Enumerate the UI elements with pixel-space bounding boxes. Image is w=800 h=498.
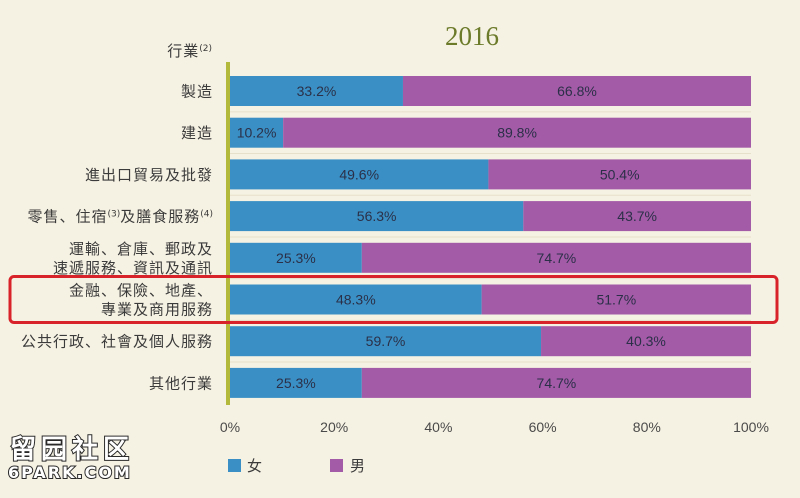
bar-segment-7-0 — [230, 367, 362, 398]
bar-segment-6-0 — [230, 326, 542, 357]
label-text: 及膳食服務 — [120, 208, 200, 226]
chart-title: 2016 — [445, 21, 499, 51]
label-text: 專業及商用服務 — [101, 301, 213, 319]
bar-segment-0-1 — [402, 76, 751, 106]
label-line: 速遞服務、資訊及通訊 — [53, 259, 213, 277]
bar-segment-3-1 — [523, 201, 751, 232]
data-label-1-0: 10.2% — [237, 125, 277, 141]
label-line: 零售、住宿(3)及膳食服務(4) — [27, 208, 213, 226]
footnote-mark: (4) — [200, 210, 213, 220]
footnote-mark: (3) — [107, 210, 120, 220]
legend-swatch-male — [330, 459, 343, 472]
watermark-url: 6PARK.COM — [8, 463, 132, 482]
category-label-3: 零售、住宿(3)及膳食服務(4) — [27, 208, 213, 226]
bar-segment-3-0 — [230, 201, 524, 232]
label-line: 行業(2) — [167, 42, 212, 60]
category-label-2: 進出口貿易及批發 — [85, 166, 213, 184]
legend-label-male: 男 — [350, 457, 365, 475]
bar-segment-1-0 — [230, 117, 284, 148]
legend-label-female: 女 — [247, 457, 262, 475]
category-label-7: 其他行業 — [149, 374, 213, 392]
data-label-3-1: 43.7% — [617, 208, 657, 224]
bar-segment-2-1 — [488, 159, 751, 190]
legend-item-female: 女 — [228, 457, 262, 475]
label-text: 進出口貿易及批發 — [85, 166, 213, 184]
bar-segment-5-1 — [481, 284, 751, 315]
data-label-7-1: 74.7% — [537, 375, 577, 391]
x-tick-label-0: 0% — [220, 419, 240, 435]
label-text: 建造 — [181, 124, 213, 142]
highlight-box — [8, 275, 779, 324]
label-text: 金融、保險、地產、 — [69, 282, 213, 300]
data-label-2-1: 50.4% — [600, 166, 640, 182]
row-separators — [230, 111, 751, 363]
footnote-mark: (2) — [199, 44, 212, 54]
label-text: 速遞服務、資訊及通訊 — [53, 259, 213, 277]
bar-segment-6-1 — [541, 326, 751, 357]
data-label-0-1: 66.8% — [557, 83, 597, 99]
category-label-5: 金融、保險、地產、專業及商用服務 — [69, 282, 213, 319]
data-label-4-1: 74.7% — [537, 250, 577, 266]
bar-segment-4-0 — [230, 242, 362, 273]
label-line: 運輸、倉庫、郵政及 — [69, 240, 213, 258]
data-label-4-0: 25.3% — [276, 250, 316, 266]
x-tick-label-1: 20% — [320, 419, 348, 435]
watermark-text: 留园社区 — [10, 434, 134, 465]
data-label-6-1: 40.3% — [626, 333, 666, 349]
bar-segment-1-1 — [283, 117, 751, 148]
bar-segment-4-1 — [361, 242, 751, 273]
y-axis-header: 行業(2) — [167, 42, 212, 60]
label-line: 建造 — [181, 124, 213, 142]
data-label-6-0: 59.7% — [366, 333, 406, 349]
bar-segments — [230, 76, 751, 398]
legend-swatch-female — [228, 459, 241, 472]
x-tick-label-5: 100% — [733, 419, 769, 435]
label-text: 製造 — [181, 83, 213, 101]
x-tick-label-3: 60% — [529, 419, 557, 435]
category-label-4: 運輸、倉庫、郵政及速遞服務、資訊及通訊 — [53, 240, 213, 277]
watermark-logo: 留园社区 6PARK.COM — [7, 433, 134, 483]
bar-segment-5-0 — [230, 284, 482, 315]
label-text: 其他行業 — [149, 374, 213, 392]
label-text: 運輸、倉庫、郵政及 — [69, 240, 213, 258]
label-line: 進出口貿易及批發 — [85, 166, 213, 184]
data-labels: 33.2% 66.8% 10.2% 89.8% 49.6% 50.4% 56.3% 43.7%… — [237, 83, 666, 391]
label-text: 行業 — [167, 42, 199, 60]
label-line: 其他行業 — [149, 374, 213, 392]
bar-segment-0-0 — [230, 76, 403, 106]
label-line: 公共行政、社會及個人服務 — [21, 333, 213, 351]
bar-segment-7-1 — [361, 367, 751, 398]
data-label-7-0: 25.3% — [276, 375, 316, 391]
label-text: 公共行政、社會及個人服務 — [21, 333, 213, 351]
bar-segment-2-0 — [230, 159, 489, 190]
label-line: 製造 — [181, 83, 213, 101]
data-label-0-0: 33.2% — [297, 83, 337, 99]
label-text: 零售、住宿 — [27, 208, 107, 226]
x-tick-labels: 0% 20% 40% 60% 80% 100% — [220, 419, 769, 435]
legend-item-male: 男 — [330, 457, 365, 475]
category-label-0: 製造 — [181, 83, 213, 101]
data-label-5-0: 48.3% — [336, 292, 376, 308]
data-label-5-1: 51.7% — [596, 292, 636, 308]
data-label-3-0: 56.3% — [357, 208, 397, 224]
x-tick-label-4: 80% — [633, 419, 661, 435]
x-tick-label-2: 40% — [424, 419, 452, 435]
data-label-2-0: 49.6% — [339, 166, 379, 182]
legend: 女 男 — [228, 457, 365, 475]
label-line: 金融、保險、地產、 — [69, 282, 213, 300]
category-label-1: 建造 — [181, 124, 213, 142]
category-label-6: 公共行政、社會及個人服務 — [21, 333, 213, 351]
label-line: 專業及商用服務 — [101, 301, 213, 319]
data-label-1-1: 89.8% — [497, 125, 537, 141]
